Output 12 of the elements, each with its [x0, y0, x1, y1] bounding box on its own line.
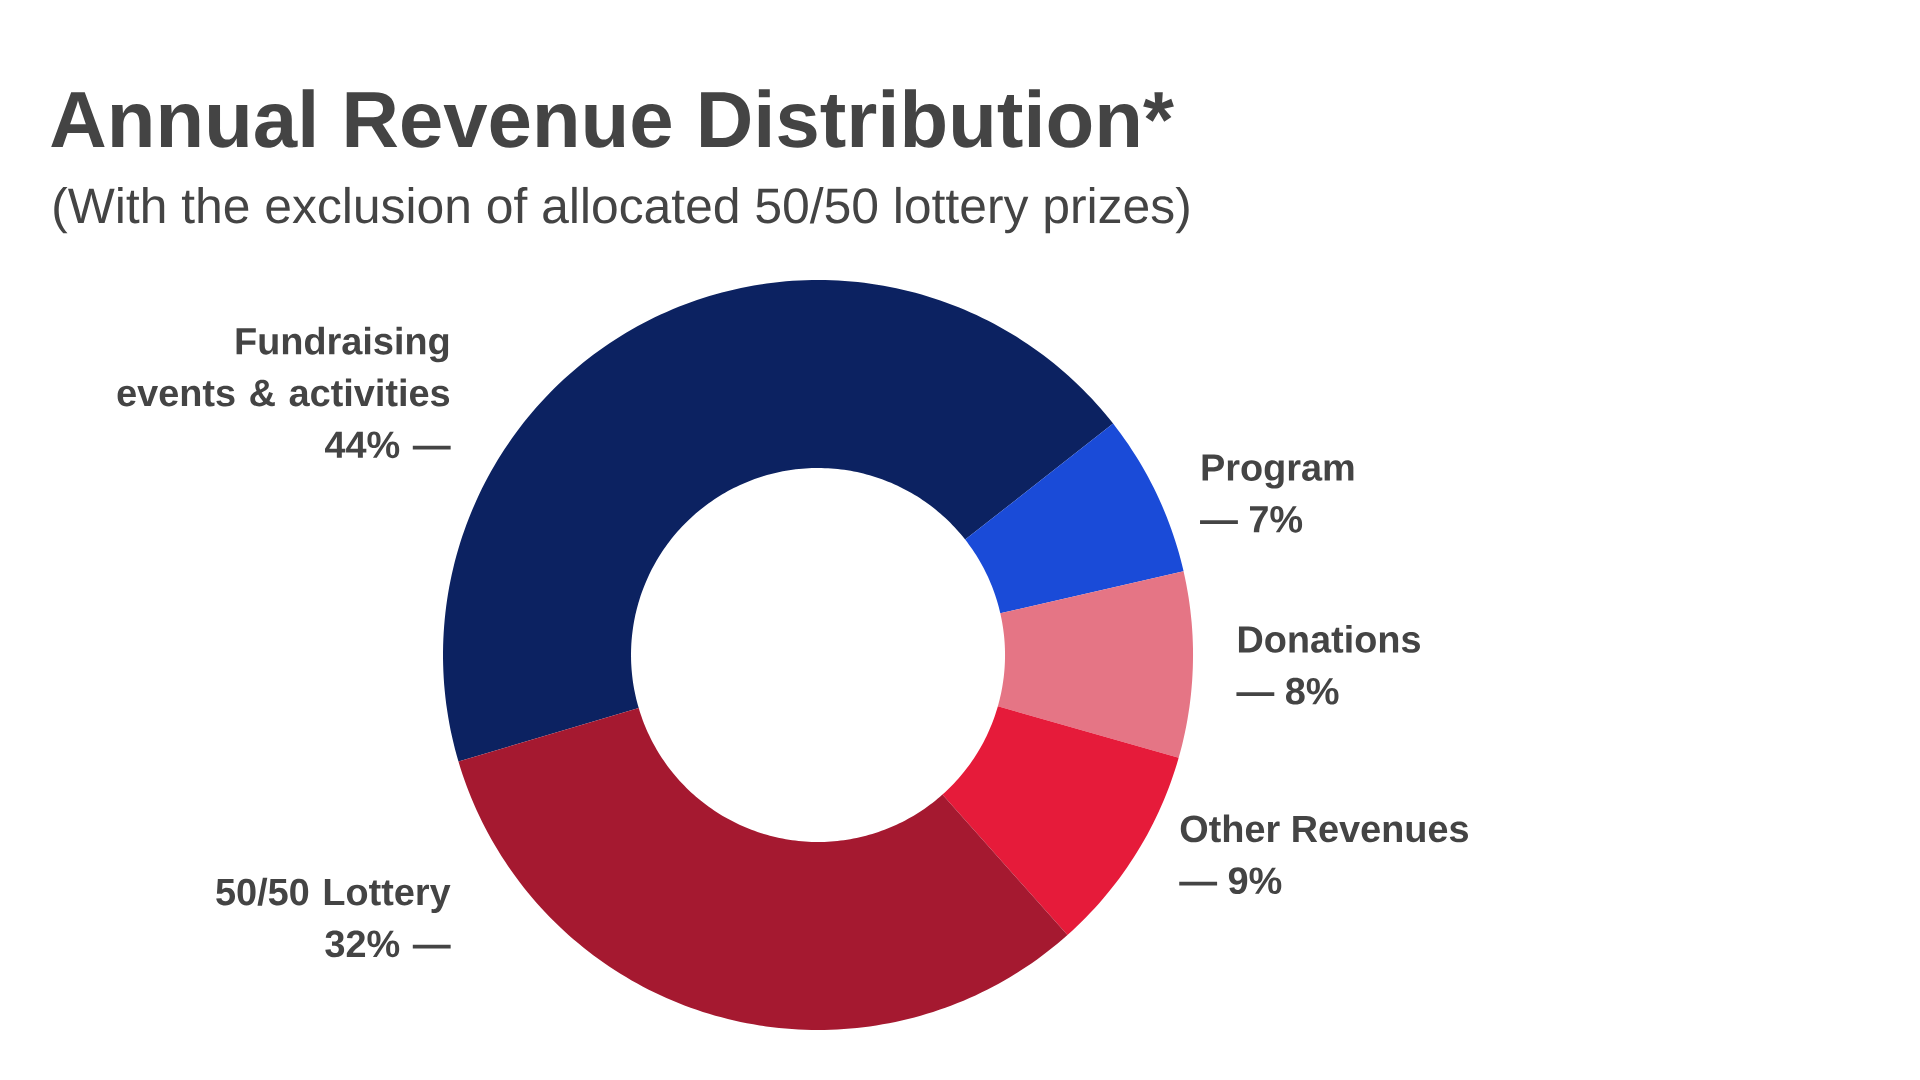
slice-label: Donations	[1238, 624, 1420, 653]
slice-label: Program	[1202, 454, 1354, 489]
slice-label: Fundraising events & activities	[117, 326, 450, 407]
chart-title: Annual Revenue Distribution*	[51, 89, 1174, 148]
data-label: 44% —	[325, 431, 451, 459]
data-label: — 7%	[1200, 506, 1303, 533]
data-label: 32% —	[325, 930, 451, 958]
data-label: — 8%	[1236, 677, 1339, 705]
chart-subtitle: (With the exclusion of allocated 50/50 lottery prizes)	[54, 186, 1189, 234]
slice-label: Other Revenues	[1180, 814, 1468, 843]
data-label: — 9%	[1179, 867, 1282, 895]
slice-label: 50/50 Lottery	[216, 877, 451, 913]
